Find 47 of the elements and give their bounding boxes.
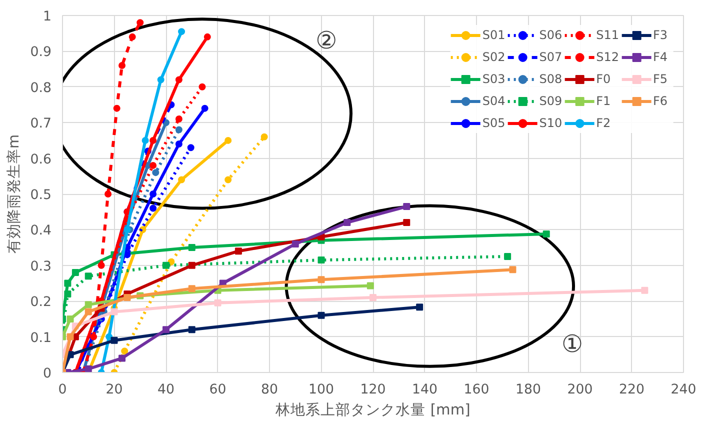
legend-label: F5: [653, 72, 669, 86]
x-tick-label: 120: [360, 382, 386, 398]
x-tick-label: 220: [619, 382, 644, 398]
legend-label: S06: [539, 28, 562, 42]
x-tick-label: 180: [516, 382, 541, 398]
legend-label: S02: [482, 50, 506, 64]
y-tick-label: 0.6: [30, 152, 52, 168]
annotation: ①: [561, 330, 583, 358]
x-tick-label: 0: [58, 382, 67, 398]
legend-label: S03: [482, 72, 506, 86]
annotation: ②: [316, 26, 338, 54]
y-tick-label: 0: [43, 366, 52, 382]
legend-label: S05: [482, 116, 506, 130]
y-tick-label: 0.7: [30, 116, 52, 132]
x-tick-label: 240: [670, 382, 696, 398]
legend-label: S08: [539, 72, 562, 86]
y-tick-label: 0.3: [30, 259, 52, 274]
x-tick-label: 140: [412, 382, 438, 398]
x-axis-title: 林地系上部タンク水量 [mm]: [274, 402, 470, 418]
legend-label: S04: [482, 94, 506, 108]
y-tick-label: 0.9: [30, 45, 52, 60]
y-tick-label: 0.5: [30, 188, 52, 203]
legend-label: F2: [596, 116, 612, 130]
legend-label: S12: [596, 50, 619, 64]
y-tick-label: 0.4: [30, 224, 52, 239]
y-axis-title: 有効降雨発生率m: [5, 134, 22, 254]
legend-label: S09: [539, 94, 562, 108]
x-tick-label: 200: [567, 382, 593, 398]
y-tick-label: 0.2: [30, 295, 52, 310]
legend-label: F4: [653, 50, 669, 64]
y-tick-label: 1: [43, 10, 52, 24]
x-tick-label: 160: [464, 382, 490, 398]
y-tick-label: 0.8: [30, 80, 52, 96]
x-tick-label: 100: [308, 382, 334, 398]
legend-label: S01: [482, 28, 506, 42]
x-tick-label: 80: [261, 382, 278, 398]
x-tick-label: 40: [158, 382, 174, 398]
x-tick-label: 20: [106, 382, 123, 398]
legend-label: S10: [539, 116, 562, 130]
legend-label: F3: [653, 28, 669, 42]
x-tick-label: 60: [209, 382, 226, 398]
legend-label: S07: [539, 50, 562, 64]
legend-label: F1: [596, 94, 612, 108]
legend-label: F0: [596, 72, 612, 86]
legend-label: F6: [653, 94, 669, 108]
legend-label: S11: [596, 28, 619, 42]
y-tick-label: 0.1: [30, 330, 52, 346]
